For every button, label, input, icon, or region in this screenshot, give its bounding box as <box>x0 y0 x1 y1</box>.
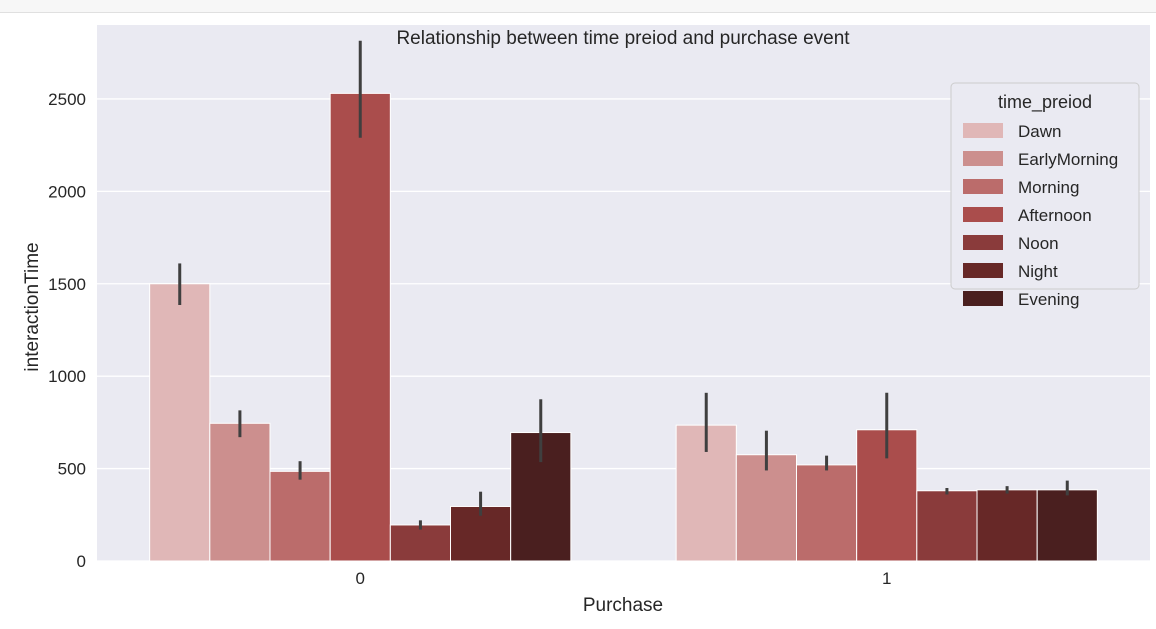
error-bars <box>178 40 1069 530</box>
y-tick-label: 2000 <box>48 182 86 201</box>
legend-swatch <box>963 207 1003 222</box>
bars <box>149 92 1098 562</box>
legend-items: Dawn EarlyMorning Morning Afternoon Noon Nigh… <box>963 122 1118 309</box>
legend-swatch <box>963 179 1003 194</box>
legend-swatch <box>963 151 1003 166</box>
x-tick-label: 1 <box>882 569 891 588</box>
y-tick-label: 500 <box>58 460 86 479</box>
y-tick-label: 2500 <box>48 90 86 109</box>
y-tick-label: 1500 <box>48 275 86 294</box>
bar <box>209 422 271 562</box>
legend-swatch <box>963 291 1003 306</box>
legend-label: Night <box>1018 262 1058 281</box>
bar <box>976 489 1038 562</box>
legend-label: Noon <box>1018 234 1059 253</box>
bar <box>735 454 797 562</box>
top-code-strip <box>0 0 1156 13</box>
legend-label: Afternoon <box>1018 206 1092 225</box>
y-tick-label: 1000 <box>48 367 86 386</box>
bar <box>149 283 211 562</box>
legend-title: time_preiod <box>998 92 1092 113</box>
legend-swatch <box>963 263 1003 278</box>
bar <box>329 92 391 562</box>
y-tick-labels: 0 500 1000 1500 2000 2500 <box>48 90 86 571</box>
legend: time_preiod Dawn EarlyMorning Morning After… <box>950 82 1140 309</box>
legend-label: Dawn <box>1018 122 1061 141</box>
bar <box>269 470 331 562</box>
bar <box>916 490 978 562</box>
legend-label: EarlyMorning <box>1018 150 1118 169</box>
y-tick-label: 0 <box>77 552 86 571</box>
legend-swatch <box>963 235 1003 250</box>
x-axis-label: Purchase <box>583 595 663 616</box>
legend-label: Evening <box>1018 290 1079 309</box>
x-tick-label: 0 <box>356 569 365 588</box>
legend-swatch <box>963 123 1003 138</box>
bar <box>389 524 452 562</box>
y-axis-label: interactionTime <box>22 242 43 371</box>
bar <box>1036 489 1098 562</box>
legend-label: Morning <box>1018 178 1079 197</box>
chart-title: Relationship between time preiod and pur… <box>396 28 850 49</box>
bar <box>795 464 858 562</box>
